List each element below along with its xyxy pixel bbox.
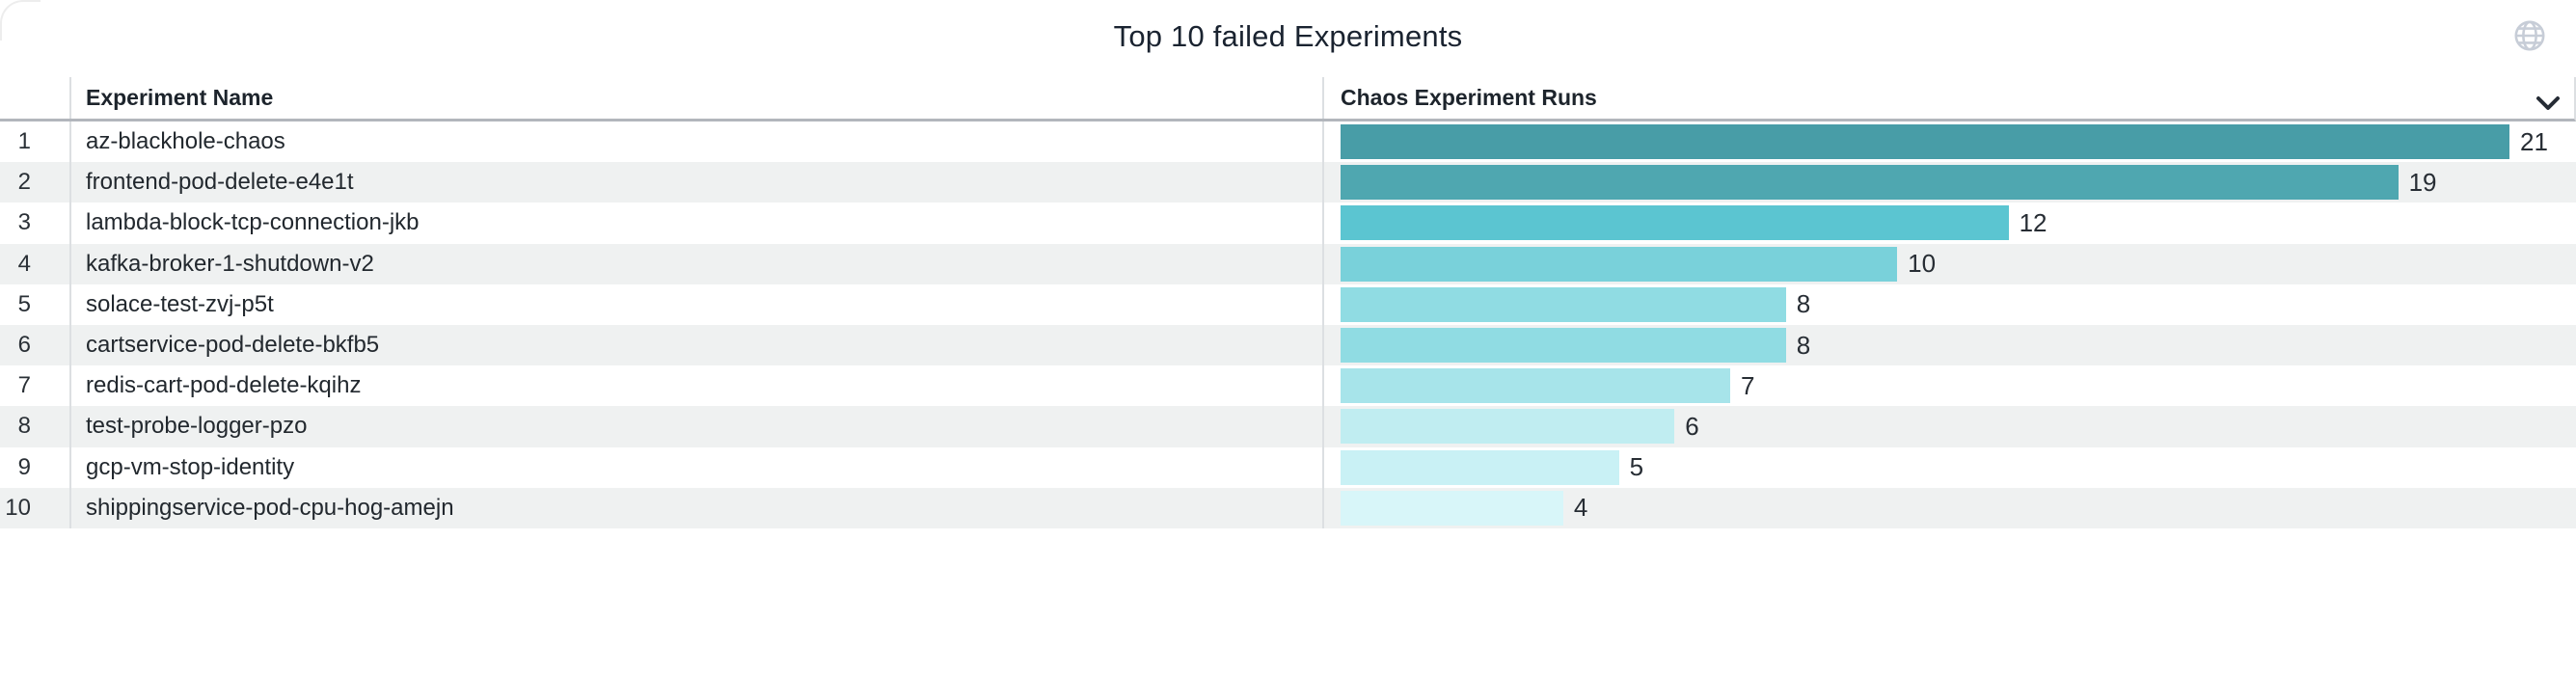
globe-icon[interactable] (2513, 19, 2546, 52)
table-row[interactable]: 6 cartservice-pod-delete-bkfb5 8 (0, 324, 2576, 366)
row-rank: 1 (17, 128, 31, 155)
experiment-name: cartservice-pod-delete-bkfb5 (69, 324, 1322, 366)
experiment-name: kafka-broker-1-shutdown-v2 (69, 243, 1322, 284)
rank-column-header (0, 77, 69, 119)
runs-bar-cell: 19 (1322, 162, 2576, 203)
panel-title: Top 10 failed Experiments (1113, 19, 1463, 53)
experiment-name: lambda-block-tcp-connection-jkb (69, 202, 1322, 244)
table-row[interactable]: 4 kafka-broker-1-shutdown-v2 10 (0, 243, 2576, 284)
experiment-name: az-blackhole-chaos (69, 122, 1322, 163)
table-row[interactable]: 5 solace-test-zvj-p5t 8 (0, 284, 2576, 325)
experiment-name: test-probe-logger-pzo (69, 406, 1322, 447)
runs-bar-cell: 8 (1322, 324, 2576, 366)
experiment-name: frontend-pod-delete-e4e1t (69, 162, 1322, 203)
experiment-name: redis-cart-pod-delete-kqihz (69, 365, 1322, 407)
row-rank: 4 (17, 250, 31, 277)
row-rank: 7 (17, 372, 31, 399)
runs-bar-cell: 8 (1322, 284, 2576, 325)
experiment-name: solace-test-zvj-p5t (69, 284, 1322, 325)
row-rank: 3 (17, 209, 31, 236)
runs-bar-cell: 5 (1322, 446, 2576, 488)
runs-value-label: 6 (1685, 411, 1699, 441)
runs-value-label: 21 (2520, 126, 2548, 156)
runs-bar (1341, 368, 1730, 404)
table-row[interactable]: 8 test-probe-logger-pzo 6 (0, 406, 2576, 447)
row-rank: 8 (17, 413, 31, 440)
table-row[interactable]: 2 frontend-pod-delete-e4e1t 19 (0, 162, 2576, 203)
table-header-row: Experiment Name Chaos Experiment Runs (0, 77, 2576, 122)
table-body: 1 az-blackhole-chaos 21 2 frontend-pod-delet… (0, 122, 2576, 528)
runs-bar (1341, 124, 2509, 160)
runs-bar-cell: 6 (1322, 406, 2576, 447)
runs-bar-cell: 21 (1322, 122, 2576, 163)
runs-bar (1341, 205, 2009, 241)
runs-value-label: 19 (2408, 167, 2437, 197)
runs-bar (1341, 165, 2399, 201)
chevron-down-icon[interactable] (2535, 91, 2561, 110)
column-header-experiment-name[interactable]: Experiment Name (69, 77, 1322, 119)
runs-value-label: 4 (1573, 493, 1588, 523)
runs-bar (1341, 246, 1898, 282)
runs-bar (1341, 328, 1786, 364)
row-rank: 10 (5, 494, 31, 521)
panel-corner-border (0, 0, 41, 40)
row-rank: 6 (17, 332, 31, 359)
table-row[interactable]: 1 az-blackhole-chaos 21 (0, 122, 2576, 163)
runs-value-label: 7 (1741, 370, 1755, 400)
runs-value-label: 8 (1796, 289, 1811, 319)
runs-value-label: 5 (1629, 452, 1644, 482)
runs-value-label: 12 (2019, 207, 2047, 237)
runs-value-label: 10 (1908, 249, 1937, 279)
runs-bar-cell: 12 (1322, 202, 2576, 244)
table-row[interactable]: 7 redis-cart-pod-delete-kqihz 7 (0, 365, 2576, 407)
runs-bar-cell: 4 (1322, 487, 2576, 528)
runs-bar-cell: 7 (1322, 365, 2576, 407)
table-row[interactable]: 10 shippingservice-pod-cpu-hog-amejn 4 (0, 487, 2576, 528)
runs-value-label: 8 (1796, 330, 1811, 360)
runs-bar (1341, 490, 1563, 526)
runs-bar-cell: 10 (1322, 243, 2576, 284)
experiments-table: Experiment Name Chaos Experiment Runs 1 a… (0, 77, 2576, 528)
row-rank: 5 (17, 290, 31, 317)
row-rank: 9 (17, 453, 31, 480)
column-header-chaos-runs[interactable]: Chaos Experiment Runs (1322, 77, 2574, 119)
runs-bar (1341, 409, 1675, 445)
runs-bar (1341, 286, 1786, 322)
runs-bar (1341, 449, 1619, 485)
experiment-name: shippingservice-pod-cpu-hog-amejn (69, 487, 1322, 528)
table-row[interactable]: 3 lambda-block-tcp-connection-jkb 12 (0, 202, 2576, 244)
experiment-name: gcp-vm-stop-identity (69, 446, 1322, 488)
table-row[interactable]: 9 gcp-vm-stop-identity 5 (0, 446, 2576, 488)
row-rank: 2 (17, 169, 31, 196)
